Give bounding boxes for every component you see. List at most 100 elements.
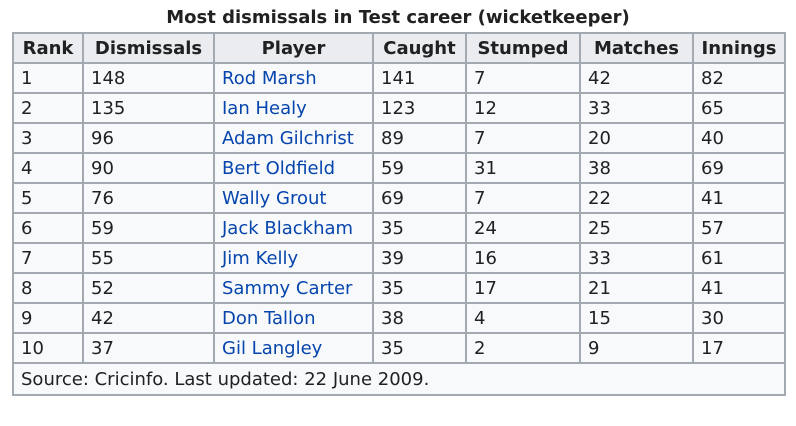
player-cell: Sammy Carter: [213, 272, 374, 304]
dismissals-cell: 55: [82, 242, 215, 274]
innings-cell: 41: [692, 272, 786, 304]
player-link[interactable]: Rod Marsh: [222, 67, 317, 89]
table-row: 9 42 Don Tallon 38 4 15 30: [12, 302, 786, 334]
column-header-dismissals: Dismissals: [82, 32, 215, 64]
stumped-cell: 7: [465, 182, 581, 214]
table-row: 7 55 Jim Kelly 39 16 33 61: [12, 242, 786, 274]
stumped-cell: 12: [465, 92, 581, 124]
caught-cell: 59: [372, 152, 467, 184]
player-link[interactable]: Sammy Carter: [222, 277, 353, 299]
player-link[interactable]: Adam Gilchrist: [222, 127, 354, 149]
stumped-cell: 24: [465, 212, 581, 244]
table-row: 6 59 Jack Blackham 35 24 25 57: [12, 212, 786, 244]
player-cell: Gil Langley: [213, 332, 374, 364]
dismissals-cell: 59: [82, 212, 215, 244]
caught-cell: 35: [372, 212, 467, 244]
innings-cell: 61: [692, 242, 786, 274]
table-row: 4 90 Bert Oldfield 59 31 38 69: [12, 152, 786, 184]
caught-cell: 38: [372, 302, 467, 334]
rank-cell: 2: [12, 92, 84, 124]
rank-cell: 9: [12, 302, 84, 334]
stumped-cell: 7: [465, 122, 581, 154]
dismissals-cell: 37: [82, 332, 215, 364]
matches-cell: 21: [579, 272, 694, 304]
matches-cell: 33: [579, 92, 694, 124]
dismissals-cell: 96: [82, 122, 215, 154]
rank-cell: 4: [12, 152, 84, 184]
dismissals-cell: 148: [82, 62, 215, 94]
innings-cell: 82: [692, 62, 786, 94]
player-cell: Ian Healy: [213, 92, 374, 124]
innings-cell: 17: [692, 332, 786, 364]
dismissals-cell: 135: [82, 92, 215, 124]
column-header-player: Player: [213, 32, 374, 64]
rank-cell: 8: [12, 272, 84, 304]
header-row: Rank Dismissals Player Caught Stumped Ma…: [12, 32, 786, 64]
table-row: 5 76 Wally Grout 69 7 22 41: [12, 182, 786, 214]
caught-cell: 89: [372, 122, 467, 154]
column-header-innings: Innings: [692, 32, 786, 64]
rank-cell: 1: [12, 62, 84, 94]
innings-cell: 69: [692, 152, 786, 184]
rank-cell: 6: [12, 212, 84, 244]
innings-cell: 65: [692, 92, 786, 124]
dismissals-cell: 52: [82, 272, 215, 304]
dismissals-cell: 42: [82, 302, 215, 334]
stumped-cell: 16: [465, 242, 581, 274]
column-header-matches: Matches: [579, 32, 694, 64]
caught-cell: 35: [372, 332, 467, 364]
innings-cell: 30: [692, 302, 786, 334]
matches-cell: 42: [579, 62, 694, 94]
player-cell: Adam Gilchrist: [213, 122, 374, 154]
matches-cell: 25: [579, 212, 694, 244]
matches-cell: 38: [579, 152, 694, 184]
player-link[interactable]: Wally Grout: [222, 187, 327, 209]
matches-cell: 20: [579, 122, 694, 154]
player-cell: Bert Oldfield: [213, 152, 374, 184]
player-cell: Jim Kelly: [213, 242, 374, 274]
player-cell: Rod Marsh: [213, 62, 374, 94]
rank-cell: 5: [12, 182, 84, 214]
player-cell: Jack Blackham: [213, 212, 374, 244]
table-row: 2 135 Ian Healy 123 12 33 65: [12, 92, 786, 124]
stumped-cell: 7: [465, 62, 581, 94]
caught-cell: 35: [372, 272, 467, 304]
table-caption: Most dismissals in Test career (wicketke…: [166, 7, 630, 28]
caught-cell: 123: [372, 92, 467, 124]
matches-cell: 15: [579, 302, 694, 334]
caught-cell: 39: [372, 242, 467, 274]
player-link[interactable]: Jim Kelly: [222, 247, 299, 269]
source-note: Source: Cricinfo. Last updated: 22 June …: [12, 362, 786, 396]
column-header-rank: Rank: [12, 32, 84, 64]
player-link[interactable]: Ian Healy: [222, 97, 307, 119]
stumped-cell: 31: [465, 152, 581, 184]
stumped-cell: 17: [465, 272, 581, 304]
dismissals-cell: 90: [82, 152, 215, 184]
stumped-cell: 2: [465, 332, 581, 364]
matches-cell: 9: [579, 332, 694, 364]
player-cell: Wally Grout: [213, 182, 374, 214]
source-row: Source: Cricinfo. Last updated: 22 June …: [12, 362, 786, 396]
dismissals-table: Rank Dismissals Player Caught Stumped Ma…: [12, 32, 786, 396]
table-row: 1 148 Rod Marsh 141 7 42 82: [12, 62, 786, 94]
matches-cell: 33: [579, 242, 694, 274]
table-row: 3 96 Adam Gilchrist 89 7 20 40: [12, 122, 786, 154]
player-link[interactable]: Jack Blackham: [222, 217, 354, 239]
caught-cell: 141: [372, 62, 467, 94]
stumped-cell: 4: [465, 302, 581, 334]
matches-cell: 22: [579, 182, 694, 214]
innings-cell: 40: [692, 122, 786, 154]
player-link[interactable]: Don Tallon: [222, 307, 316, 329]
dismissals-cell: 76: [82, 182, 215, 214]
column-header-caught: Caught: [372, 32, 467, 64]
player-link[interactable]: Bert Oldfield: [222, 157, 336, 179]
innings-cell: 57: [692, 212, 786, 244]
player-link[interactable]: Gil Langley: [222, 337, 323, 359]
table-row: 10 37 Gil Langley 35 2 9 17: [12, 332, 786, 364]
table-row: 8 52 Sammy Carter 35 17 21 41: [12, 272, 786, 304]
rank-cell: 7: [12, 242, 84, 274]
caught-cell: 69: [372, 182, 467, 214]
rank-cell: 10: [12, 332, 84, 364]
rank-cell: 3: [12, 122, 84, 154]
